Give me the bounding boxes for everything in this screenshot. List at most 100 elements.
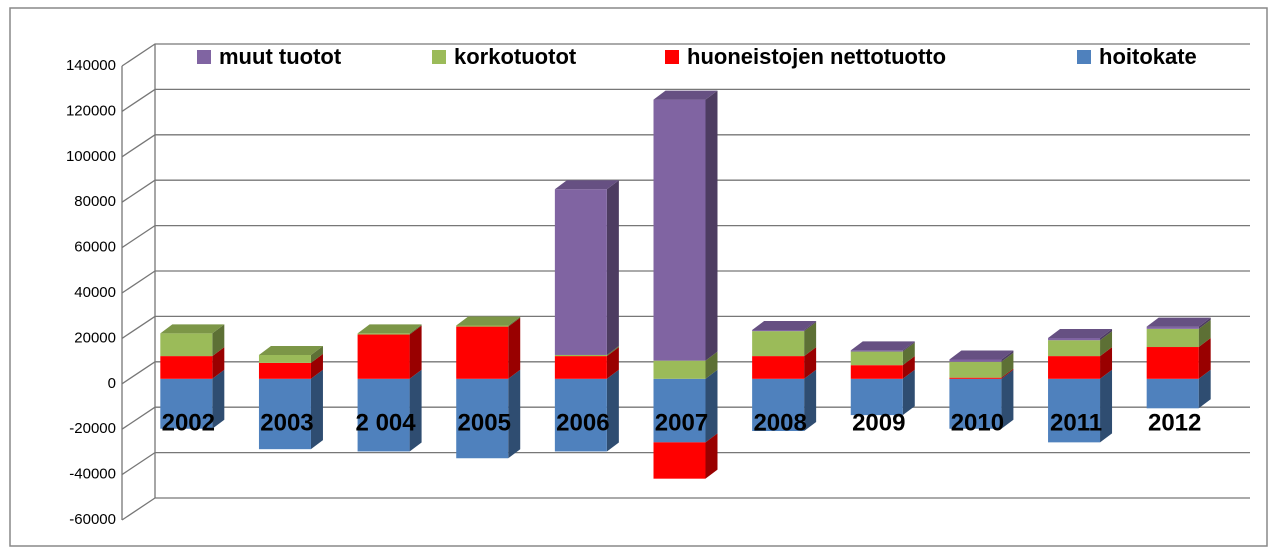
bar-side [705,369,718,443]
bar [1146,328,1199,348]
bar-side [1198,317,1211,329]
bar [653,360,706,379]
bar-top [554,180,619,190]
bar-side [409,369,422,452]
bar-top [357,324,422,334]
bar [1048,356,1101,379]
bar-side [1100,347,1113,379]
bar [554,354,607,357]
bar [752,329,805,332]
bar [554,378,607,452]
x-tick-label: 2006 [556,409,609,436]
bar [653,99,706,361]
bar-side [310,345,323,363]
bar-side [804,369,817,432]
bar-top [258,345,323,355]
y-tick-label: -60000 [69,511,116,528]
bar [258,378,311,450]
bar-side [508,316,521,327]
legend-swatch [665,50,679,64]
bar [1146,378,1199,409]
y-tick-label: 120000 [66,102,116,119]
y-tick-label: 40000 [74,284,116,301]
bar-side [409,324,422,335]
bar [752,331,805,357]
bar-side [1198,338,1211,379]
bar-side [902,341,915,352]
bar-side [409,325,422,379]
bar [752,356,805,379]
x-tick-label: 2009 [852,409,905,436]
y-tick-label: 60000 [74,239,116,256]
bar-side [1001,350,1014,362]
bar-top [456,316,521,326]
bar-side [310,369,323,450]
bar-side [902,369,915,416]
bar [1048,337,1101,341]
bar-side [606,347,619,379]
bar [1146,326,1199,329]
bar-side [212,369,225,429]
bar [752,378,805,432]
legend-label: huoneistojen nettotuotto [687,44,946,69]
bar-top [1146,317,1211,327]
bar-top [949,350,1014,360]
x-tick-label: 2002 [162,409,215,436]
bar [1048,340,1101,357]
y-tick-label: 100000 [66,148,116,165]
bar [456,325,509,327]
bar [456,378,509,459]
bar [456,326,509,379]
bar [949,377,1002,379]
legend-label: hoitokate [1099,44,1197,69]
x-tick-label: 2011 [1050,409,1102,436]
bar [949,359,1002,362]
y-tick-label: 80000 [74,193,116,210]
bar [258,354,311,363]
legend-label: korkotuotot [454,44,577,69]
bar-top [1048,328,1113,338]
bar-side [606,180,619,355]
bar-side [508,317,521,379]
x-tick-label: 2003 [260,409,313,436]
bar-side [705,90,718,361]
bar-side [902,356,915,379]
x-tick-label: 2008 [753,409,806,436]
legend-swatch [1077,50,1091,64]
bar [554,189,607,355]
bar [160,333,213,357]
bar [357,334,410,379]
bar [554,356,607,379]
bar-side [212,324,225,357]
bar [949,378,1002,429]
bar-top [160,324,225,334]
bar-side [1001,369,1014,429]
bar-side [804,322,817,357]
bar [653,378,706,443]
legend-label: muut tuotot [219,44,342,69]
x-tick-label: 2007 [655,409,708,436]
y-tick-label: 0 [108,375,116,392]
bar [357,333,410,335]
bar-top [653,90,718,100]
bar-side [902,342,915,366]
bar-side [705,433,718,479]
bar-side [212,347,225,379]
bar-side [606,345,619,357]
bar-side [1100,328,1113,341]
y-tick-label: -20000 [69,420,116,437]
bar [1146,347,1199,379]
legend-swatch [197,50,211,64]
x-tick-label: 2012 [1148,409,1201,436]
bar-side [606,369,619,452]
bar [850,351,903,366]
bar [850,378,903,416]
bar-top [752,320,817,330]
bar [160,378,213,429]
y-tick-label: -40000 [69,466,116,483]
grid-line [121,497,1250,521]
y-tick-label: 140000 [66,57,116,74]
y-tick-label: 20000 [74,329,116,346]
bar [258,362,311,379]
